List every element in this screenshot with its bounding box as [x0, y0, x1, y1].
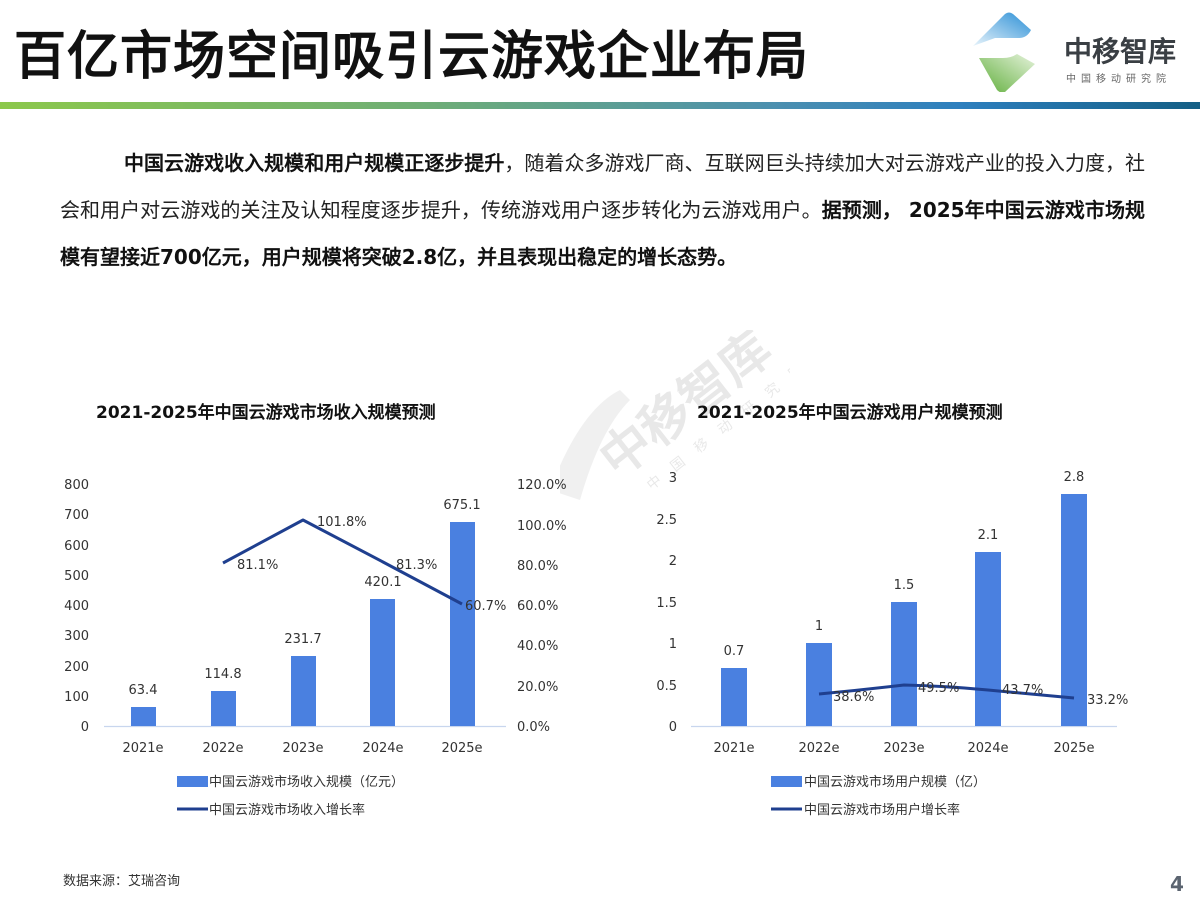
revenue-growth-labels: 81.1% 101.8% 81.3% 60.7%: [237, 515, 506, 614]
svg-text:2024e: 2024e: [362, 741, 403, 756]
svg-text:81.1%: 81.1%: [237, 558, 278, 573]
svg-text:231.7: 231.7: [284, 632, 321, 647]
svg-text:100: 100: [64, 690, 89, 705]
data-source: 数据来源：艾瑞咨询: [63, 874, 181, 889]
svg-text:60.0%: 60.0%: [517, 599, 558, 614]
svg-text:38.6%: 38.6%: [833, 690, 874, 705]
svg-text:3: 3: [669, 471, 677, 486]
svg-text:2.1: 2.1: [978, 528, 999, 543]
revenue-growth-line: [222, 518, 463, 606]
svg-text:2023e: 2023e: [883, 741, 924, 756]
users-bar-labels: 0.7 1 1.5 2.1 2.8: [724, 470, 1085, 659]
svg-text:300: 300: [64, 629, 89, 644]
svg-text:0.7: 0.7: [724, 644, 745, 659]
page-title: 百亿市场空间吸引云游戏企业布局: [14, 27, 810, 87]
svg-text:1.5: 1.5: [656, 596, 677, 611]
svg-text:2025e: 2025e: [1053, 741, 1094, 756]
svg-text:2.5: 2.5: [656, 513, 677, 528]
logo-name: 中移智库: [1064, 35, 1177, 68]
header-gradient-bar: [0, 102, 1200, 109]
intro-bold-lead: 中国云游戏收入规模和用户规模正逐步提升: [124, 151, 505, 175]
users-legend: 中国云游戏市场用户规模（亿） 中国云游戏市场用户增长率: [771, 774, 986, 818]
bar-2023e: [291, 656, 316, 726]
svg-text:81.3%: 81.3%: [396, 558, 437, 573]
svg-text:中国云游戏市场收入增长率: 中国云游戏市场收入增长率: [209, 802, 365, 818]
svg-text:20.0%: 20.0%: [517, 680, 558, 695]
bar-2022e: [211, 691, 236, 726]
intro-bold-forecast: 据预测， 2025年中国云游戏市场规模有望接近700亿元，用户规模将突破2.8亿…: [60, 198, 1145, 269]
svg-text:420.1: 420.1: [364, 575, 401, 590]
logo-subtitle: 中国移动研究院: [1066, 74, 1171, 85]
svg-text:700: 700: [64, 508, 89, 523]
bar-2025e: [1061, 494, 1087, 726]
revenue-y2-axis: 0.0% 20.0% 40.0% 60.0% 80.0% 100.0% 120.…: [517, 478, 567, 735]
svg-text:0.0%: 0.0%: [517, 720, 550, 735]
users-chart-title: 2021-2025年中国云游戏用户规模预测: [697, 403, 1003, 423]
svg-text:43.7%: 43.7%: [1002, 683, 1043, 698]
svg-text:中国云游戏市场用户规模（亿）: 中国云游戏市场用户规模（亿）: [804, 774, 986, 790]
logo-icon: [973, 12, 1035, 92]
users-x-axis: 2021e 2022e 2023e 2024e 2025e: [713, 741, 1094, 756]
svg-text:63.4: 63.4: [129, 683, 158, 698]
svg-text:60.7%: 60.7%: [465, 599, 506, 614]
users-bars: [721, 494, 1087, 726]
svg-text:500: 500: [64, 569, 89, 584]
svg-text:2022e: 2022e: [798, 741, 839, 756]
svg-text:200: 200: [64, 660, 89, 675]
revenue-x-axis: 2021e 2022e 2023e 2024e 2025e: [122, 741, 482, 756]
svg-text:2021e: 2021e: [122, 741, 163, 756]
svg-text:中国云游戏市场收入规模（亿元）: 中国云游戏市场收入规模（亿元）: [209, 774, 404, 790]
users-growth-line: [818, 683, 1075, 700]
svg-text:2021e: 2021e: [713, 741, 754, 756]
svg-text:101.8%: 101.8%: [317, 515, 367, 530]
svg-text:400: 400: [64, 599, 89, 614]
svg-text:中国云游戏市场用户增长率: 中国云游戏市场用户增长率: [804, 802, 960, 818]
users-chart: 0 0.5 1 1.5 2 2.5 3 0.7 1 1.5 2.1 2.8 38…: [656, 470, 1128, 818]
svg-text:2025e: 2025e: [441, 741, 482, 756]
revenue-bar-labels: 63.4 114.8 231.7 420.1 675.1: [129, 498, 481, 698]
svg-text:800: 800: [64, 478, 89, 493]
intro-body: ，随着众多游戏厂商、互联网巨头持续加大对云游戏产业的投入力度，社会和用户对云游戏…: [60, 151, 1146, 222]
intro-paragraph: 中国云游戏收入规模和用户规模正逐步提升，随着众多游戏厂商、互联网巨头持续加大对云…: [60, 140, 1145, 281]
svg-text:1: 1: [815, 619, 823, 634]
revenue-chart-title: 2021-2025年中国云游戏市场收入规模预测: [96, 403, 436, 423]
bar-2024e: [975, 552, 1001, 726]
users-growth-labels: 38.6% 49.5% 43.7% 33.2%: [833, 681, 1128, 708]
svg-text:120.0%: 120.0%: [517, 478, 567, 493]
svg-text:2.8: 2.8: [1064, 470, 1085, 485]
bar-2022e: [806, 643, 832, 726]
bar-2023e: [891, 602, 917, 726]
svg-text:600: 600: [64, 539, 89, 554]
users-y-axis: 0 0.5 1 1.5 2 2.5 3: [656, 471, 677, 735]
svg-text:0: 0: [669, 720, 677, 735]
svg-text:0.5: 0.5: [656, 679, 677, 694]
svg-text:33.2%: 33.2%: [1087, 693, 1128, 708]
revenue-legend: 中国云游戏市场收入规模（亿元） 中国云游戏市场收入增长率: [177, 774, 404, 818]
svg-text:2023e: 2023e: [282, 741, 323, 756]
svg-text:1.5: 1.5: [894, 578, 915, 593]
svg-text:114.8: 114.8: [204, 667, 241, 682]
page-number: 4: [1170, 872, 1184, 896]
svg-text:0: 0: [81, 720, 89, 735]
svg-text:2024e: 2024e: [967, 741, 1008, 756]
svg-text:80.0%: 80.0%: [517, 559, 558, 574]
bar-2021e: [131, 707, 156, 726]
svg-text:40.0%: 40.0%: [517, 639, 558, 654]
svg-text:49.5%: 49.5%: [918, 681, 959, 696]
revenue-chart: 0 100 200 300 400 500 600 700 800 0.0% 2…: [64, 478, 567, 818]
bar-2021e: [721, 668, 747, 726]
svg-text:675.1: 675.1: [443, 498, 480, 513]
svg-text:2022e: 2022e: [202, 741, 243, 756]
revenue-y-axis: 0 100 200 300 400 500 600 700 800: [64, 478, 89, 735]
revenue-bars: [131, 522, 475, 726]
svg-text:2: 2: [669, 554, 677, 569]
bar-2024e: [370, 599, 395, 726]
svg-text:1: 1: [669, 637, 677, 652]
bar-2025e: [450, 522, 475, 726]
svg-text:100.0%: 100.0%: [517, 519, 567, 534]
